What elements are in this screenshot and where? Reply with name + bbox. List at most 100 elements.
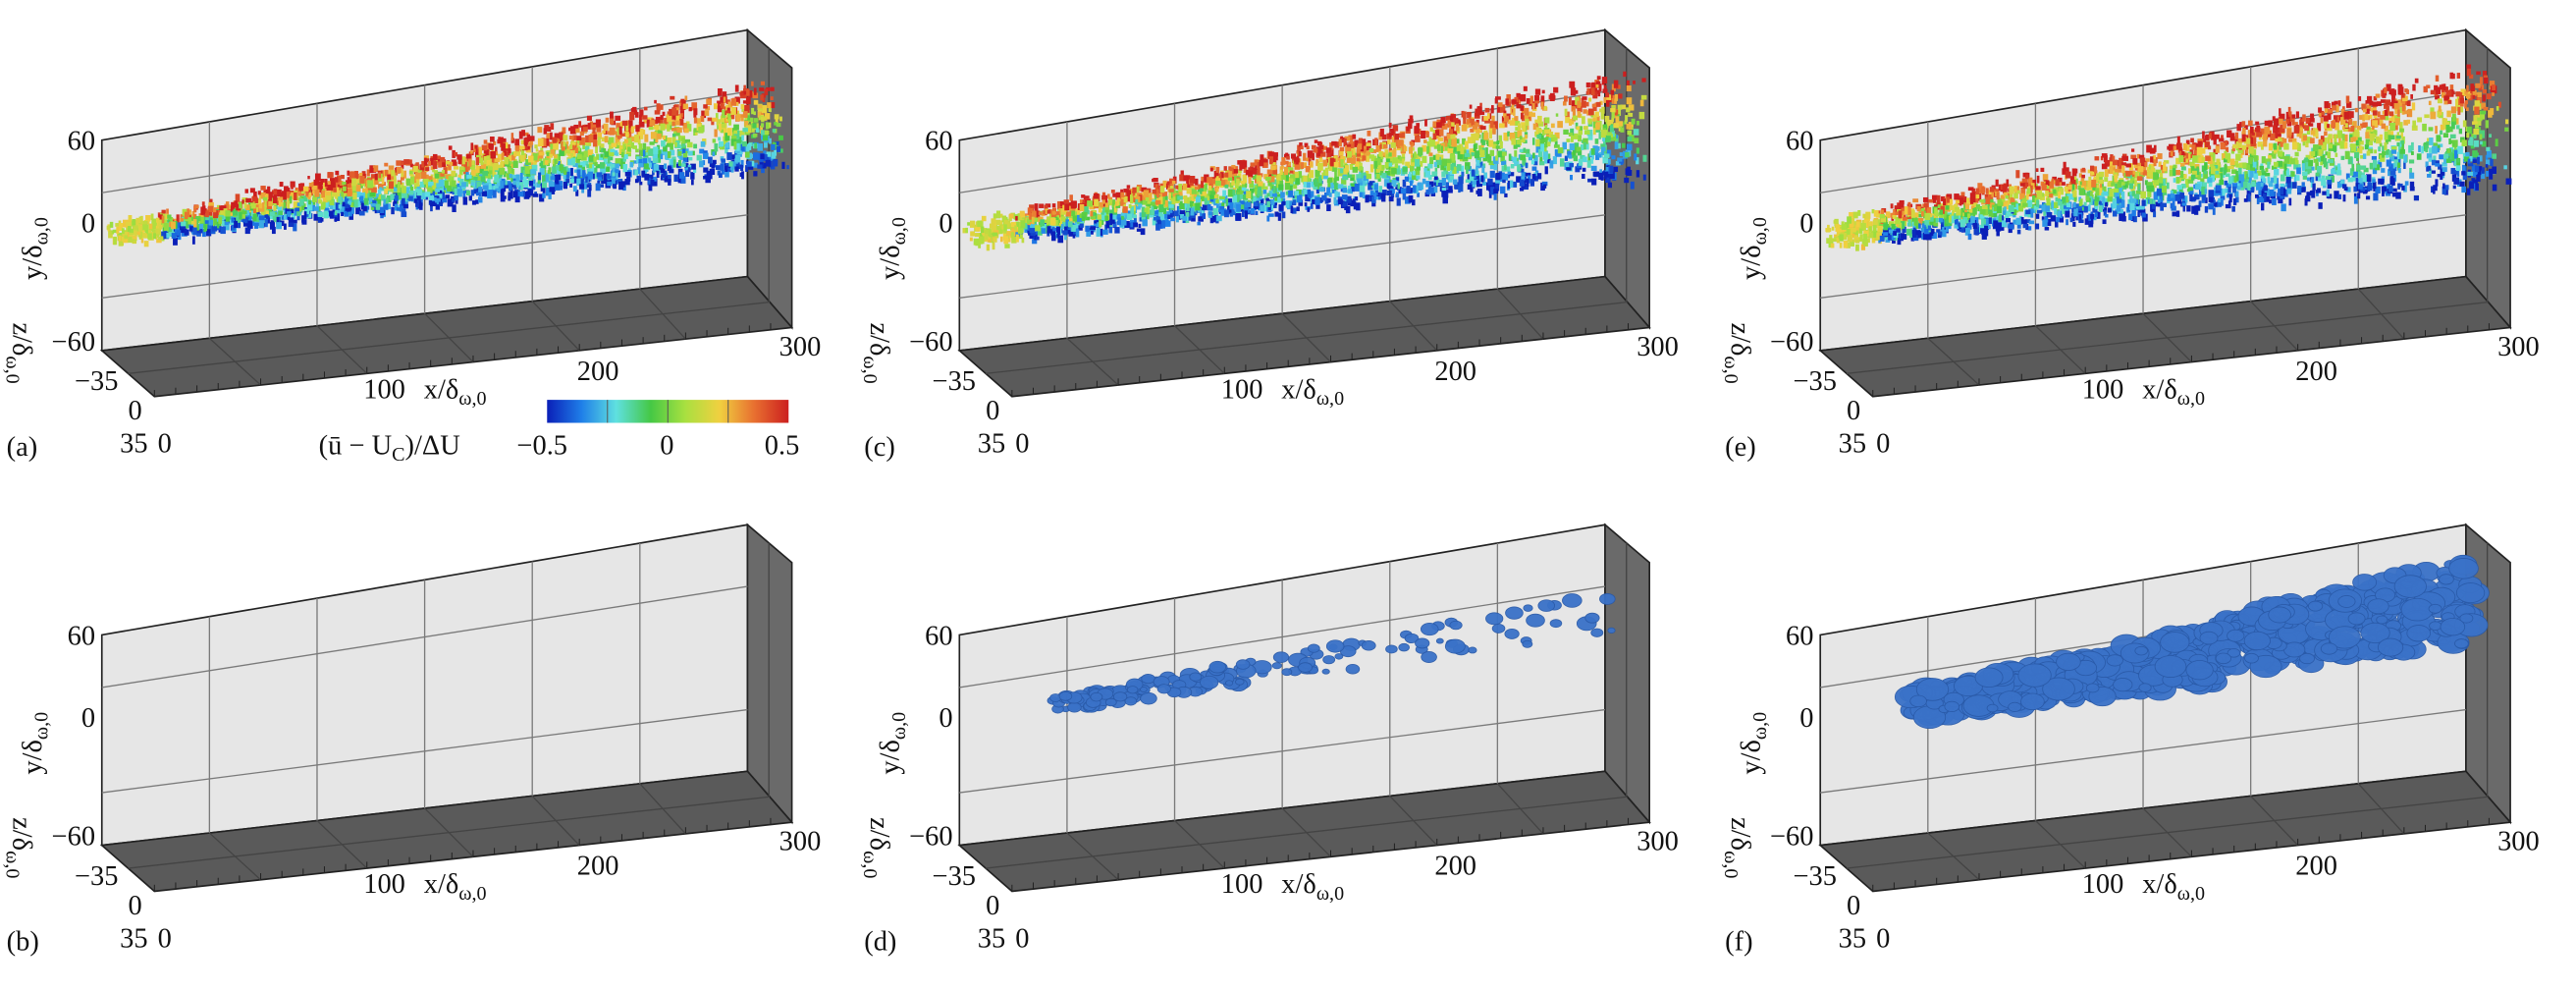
isosurface-fragment bbox=[1597, 153, 1601, 158]
isosurface-fragment bbox=[308, 192, 312, 197]
isosurface-fragment bbox=[504, 156, 510, 165]
isosurface-fragment bbox=[749, 160, 755, 167]
isosurface-fragment bbox=[764, 130, 770, 136]
isosurface-fragment bbox=[380, 206, 385, 213]
isosurface-fragment bbox=[1591, 155, 1594, 160]
isosurface-fragment bbox=[722, 109, 726, 119]
isosurface-fragment bbox=[262, 196, 268, 201]
isosurface-fragment bbox=[167, 227, 173, 233]
isosurface-fragment bbox=[979, 236, 985, 245]
isosurface-fragment bbox=[533, 179, 536, 186]
isosurface-fragment bbox=[439, 186, 445, 193]
isosurface-fragment bbox=[1498, 150, 1503, 158]
isosurface-fragment bbox=[492, 190, 497, 198]
isosurface-fragment bbox=[587, 171, 594, 180]
isosurface-fragment bbox=[601, 147, 605, 153]
isosurface-fragment bbox=[254, 222, 259, 229]
isosurface-fragment bbox=[1448, 186, 1453, 192]
isosurface-fragment bbox=[728, 161, 733, 167]
isosurface-fragment bbox=[1513, 107, 1516, 116]
isosurface-fragment bbox=[1446, 134, 1452, 139]
isosurface-fragment bbox=[1281, 200, 1286, 205]
isosurface-fragment bbox=[325, 207, 330, 213]
isosurface-fragment bbox=[522, 170, 526, 176]
isosurface-fragment bbox=[1303, 152, 1307, 161]
isosurface-fragment bbox=[731, 97, 735, 103]
isosurface-fragment bbox=[777, 145, 781, 152]
isosurface-fragment bbox=[656, 170, 660, 179]
isosurface-fragment bbox=[1555, 113, 1559, 117]
isosurface-fragment bbox=[575, 190, 579, 196]
isosurface-fragment bbox=[1461, 110, 1465, 118]
grid-line bbox=[959, 214, 1606, 300]
isosurface-fragment bbox=[1591, 178, 1597, 186]
isosurface-fragment bbox=[108, 231, 112, 235]
isosurface-fragment bbox=[334, 181, 339, 189]
isosurface-fragment bbox=[617, 179, 623, 184]
isosurface-fragment bbox=[1571, 104, 1576, 112]
isosurface-fragment bbox=[401, 171, 404, 178]
isosurface-fragment bbox=[462, 161, 469, 167]
isosurface-fragment bbox=[625, 124, 629, 132]
isosurface-fragment bbox=[276, 216, 280, 223]
isosurface-fragment bbox=[313, 206, 319, 211]
isosurface-fragment bbox=[1152, 205, 1158, 210]
isosurface-fragment bbox=[671, 133, 676, 140]
isosurface-fragment bbox=[724, 110, 730, 116]
isosurface-fragment bbox=[1301, 175, 1306, 183]
isosurface-fragment bbox=[604, 136, 609, 143]
isosurface-fragment bbox=[444, 180, 449, 189]
isosurface-fragment bbox=[1442, 195, 1448, 204]
isosurface-fragment bbox=[760, 153, 765, 160]
isosurface-fragment bbox=[615, 169, 619, 174]
isosurface-fragment bbox=[681, 139, 686, 148]
isosurface-fragment bbox=[1283, 166, 1288, 176]
isosurface-fragment bbox=[1630, 181, 1635, 190]
isosurface-fragment bbox=[1139, 217, 1143, 222]
isosurface-fragment bbox=[296, 189, 300, 194]
isosurface-fragment bbox=[986, 244, 991, 251]
isosurface-fragment bbox=[278, 210, 284, 216]
isosurface-fragment bbox=[433, 170, 438, 176]
isosurface-fragment bbox=[753, 87, 757, 95]
isosurface-fragment bbox=[393, 175, 397, 185]
isosurface-fragment bbox=[1533, 160, 1538, 166]
isosurface-fragment bbox=[1122, 206, 1128, 213]
isosurface-fragment bbox=[567, 148, 573, 157]
isosurface-fragment bbox=[1356, 157, 1361, 165]
isosurface-fragment bbox=[428, 192, 433, 198]
grid-line bbox=[101, 90, 748, 193]
z-tick-label: 35 bbox=[120, 429, 147, 460]
isosurface-fragment bbox=[559, 132, 564, 140]
isosurface-fragment bbox=[644, 106, 648, 111]
isosurface-fragment bbox=[1443, 168, 1449, 175]
isosurface-fragment bbox=[1141, 187, 1148, 193]
isosurface-fragment bbox=[609, 127, 615, 136]
isosurface-fragment bbox=[1258, 181, 1263, 187]
isosurface-fragment bbox=[978, 233, 985, 238]
isosurface-fragment bbox=[359, 176, 365, 184]
isosurface-fragment bbox=[473, 183, 478, 192]
isosurface-fragment bbox=[1228, 177, 1233, 182]
isosurface-fragment bbox=[1294, 191, 1300, 196]
isosurface-fragment bbox=[1389, 128, 1394, 133]
isosurface-fragment bbox=[1152, 218, 1157, 226]
isosurface-fragment bbox=[1499, 123, 1505, 129]
isosurface-fragment bbox=[1029, 204, 1035, 209]
isosurface-fragment bbox=[662, 111, 666, 117]
isosurface-fragment bbox=[374, 179, 379, 186]
isosurface-fragment bbox=[456, 183, 461, 191]
isosurface-fragment bbox=[749, 89, 753, 98]
isosurface-fragment bbox=[511, 154, 515, 161]
isosurface-fragment bbox=[501, 142, 506, 151]
isosurface-fragment bbox=[530, 140, 534, 145]
isosurface-fragment bbox=[563, 147, 566, 156]
isosurface-fragment bbox=[133, 225, 138, 233]
isosurface-fragment bbox=[528, 181, 534, 187]
isosurface-fragment bbox=[370, 174, 377, 179]
isosurface-fragment bbox=[396, 207, 402, 211]
isosurface-fragment bbox=[1564, 155, 1568, 161]
isosurface-fragment bbox=[638, 121, 645, 128]
isosurface-fragment bbox=[469, 150, 473, 154]
isosurface-fragment bbox=[1514, 116, 1519, 124]
